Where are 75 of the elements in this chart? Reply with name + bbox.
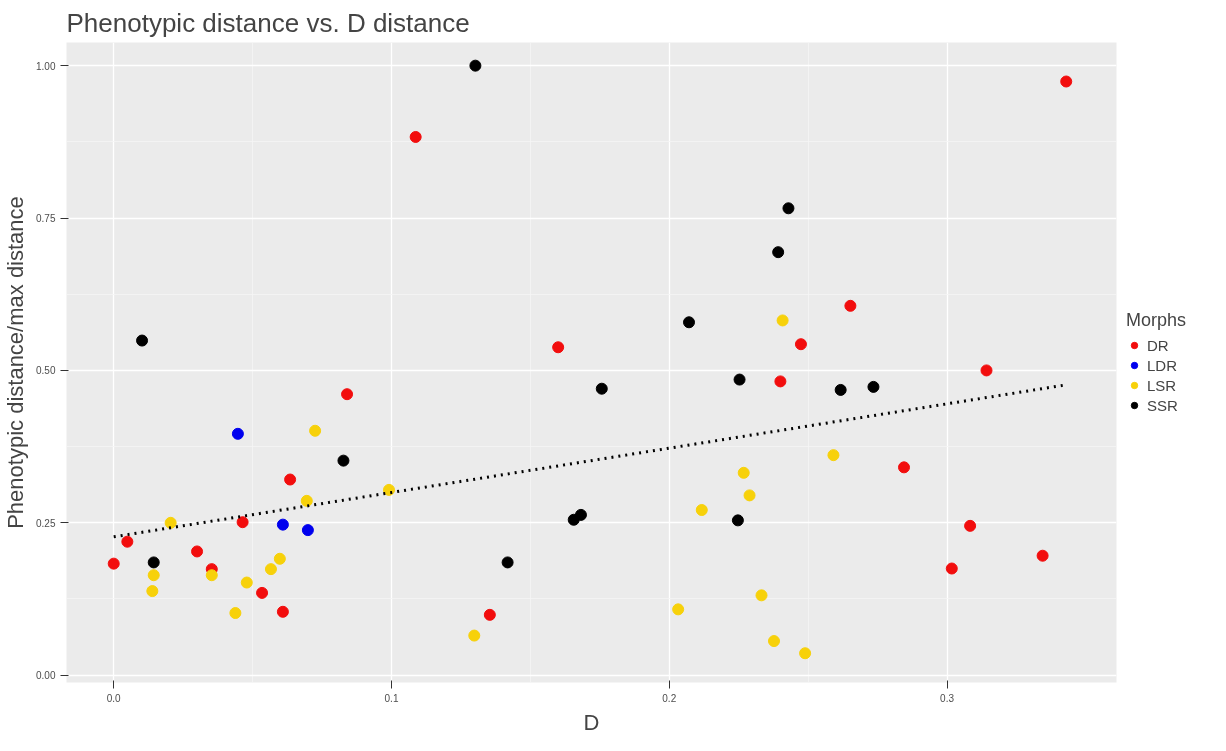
y-tick-label: 0.50	[36, 365, 56, 377]
legend-label: LSR	[1147, 376, 1177, 394]
point	[776, 314, 789, 327]
legend-label: DR	[1147, 336, 1169, 354]
point	[164, 516, 177, 529]
point	[772, 246, 785, 259]
point	[107, 557, 120, 570]
point	[733, 373, 746, 386]
point	[301, 524, 314, 537]
y-axis-title: Phenotypic distance/max distance	[3, 196, 29, 529]
point	[964, 519, 977, 532]
point	[121, 535, 134, 548]
point	[409, 130, 422, 143]
point	[273, 552, 286, 565]
legend-label: LDR	[1147, 356, 1178, 374]
point	[229, 607, 242, 619]
x-axis-title: D	[583, 709, 600, 735]
x-tick-label: 0.1	[384, 692, 399, 704]
point	[469, 59, 482, 72]
point	[236, 516, 249, 529]
point	[136, 334, 149, 347]
y-tick-label: 1.00	[36, 60, 56, 72]
point	[1036, 549, 1049, 562]
point	[672, 603, 685, 616]
point	[276, 518, 289, 531]
point	[755, 589, 768, 602]
point	[834, 383, 847, 396]
point	[799, 647, 812, 660]
point	[240, 576, 253, 589]
point	[468, 629, 481, 642]
point	[205, 569, 218, 582]
legend-title: Morphs	[1126, 310, 1187, 331]
point	[574, 508, 587, 521]
chart-title: Phenotypic distance vs. D distance	[66, 7, 470, 38]
point	[264, 563, 277, 576]
point	[146, 585, 159, 598]
point	[774, 375, 787, 388]
point	[827, 449, 840, 462]
point	[383, 483, 395, 496]
point	[695, 504, 708, 516]
point	[300, 494, 313, 507]
point	[782, 202, 795, 215]
point	[867, 380, 880, 393]
point	[341, 388, 354, 401]
point	[483, 608, 496, 621]
point	[844, 299, 857, 312]
point	[768, 635, 780, 648]
point	[276, 605, 289, 618]
point	[501, 556, 514, 569]
y-tick-label: 0.00	[36, 670, 56, 682]
point	[147, 556, 160, 569]
point	[794, 338, 807, 351]
point	[552, 341, 565, 354]
point	[191, 545, 204, 558]
point	[595, 382, 608, 395]
point	[1060, 75, 1073, 88]
point	[945, 562, 958, 575]
point	[898, 461, 910, 474]
point	[309, 424, 322, 437]
point	[231, 427, 244, 440]
point	[731, 514, 744, 527]
point	[256, 586, 269, 599]
point	[980, 364, 993, 377]
legend-label: SSR	[1147, 396, 1178, 414]
y-tick-label: 0.25	[36, 517, 56, 529]
point	[337, 454, 350, 467]
y-tick-label: 0.75	[36, 213, 56, 225]
x-tick-label: 0.3	[940, 692, 955, 704]
point	[737, 466, 750, 479]
x-tick-label: 0.2	[662, 692, 677, 704]
point	[284, 473, 297, 486]
x-tick-label: 0.0	[106, 692, 122, 704]
point	[147, 569, 160, 582]
point	[743, 489, 756, 502]
point	[683, 316, 695, 329]
